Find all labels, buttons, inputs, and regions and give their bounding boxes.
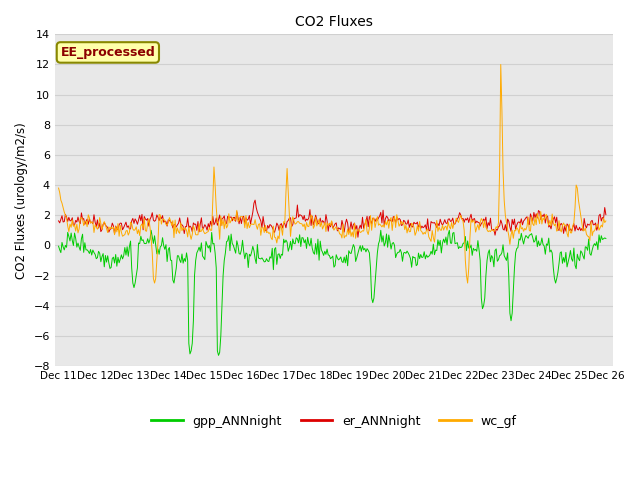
gpp_ANNnight — [554, 270, 562, 276]
wc_gf — [55, 185, 63, 191]
Legend: gpp_ANNnight, er_ANNnight, wc_gf: gpp_ANNnight, er_ANNnight, wc_gf — [147, 409, 522, 432]
Text: EE_processed: EE_processed — [61, 46, 156, 59]
Y-axis label: CO2 Fluxes (urology/m2/s): CO2 Fluxes (urology/m2/s) — [15, 122, 28, 278]
gpp_ANNnight — [55, 243, 63, 249]
wc_gf — [554, 227, 562, 233]
gpp_ANNnight — [214, 352, 222, 358]
er_ANNnight — [364, 214, 371, 219]
gpp_ANNnight — [227, 231, 235, 237]
wc_gf — [362, 216, 370, 222]
wc_gf — [388, 228, 396, 233]
er_ANNnight — [460, 216, 467, 221]
er_ANNnight — [602, 212, 610, 217]
Line: gpp_ANNnight: gpp_ANNnight — [59, 230, 606, 355]
gpp_ANNnight — [147, 228, 155, 233]
er_ANNnight — [252, 197, 259, 203]
wc_gf — [226, 220, 234, 226]
er_ANNnight — [225, 214, 233, 220]
wc_gf — [150, 280, 158, 286]
gpp_ANNnight — [364, 246, 371, 252]
Line: er_ANNnight: er_ANNnight — [59, 200, 606, 237]
wc_gf — [497, 61, 504, 67]
Title: CO2 Fluxes: CO2 Fluxes — [295, 15, 373, 29]
gpp_ANNnight — [460, 240, 467, 246]
er_ANNnight — [390, 214, 397, 219]
wc_gf — [458, 216, 466, 222]
er_ANNnight — [354, 234, 362, 240]
Line: wc_gf: wc_gf — [59, 64, 606, 283]
gpp_ANNnight — [602, 236, 610, 241]
wc_gf — [602, 218, 610, 224]
er_ANNnight — [554, 226, 562, 232]
er_ANNnight — [287, 215, 294, 221]
wc_gf — [287, 233, 294, 239]
er_ANNnight — [55, 218, 63, 224]
gpp_ANNnight — [288, 247, 296, 252]
gpp_ANNnight — [390, 240, 397, 245]
